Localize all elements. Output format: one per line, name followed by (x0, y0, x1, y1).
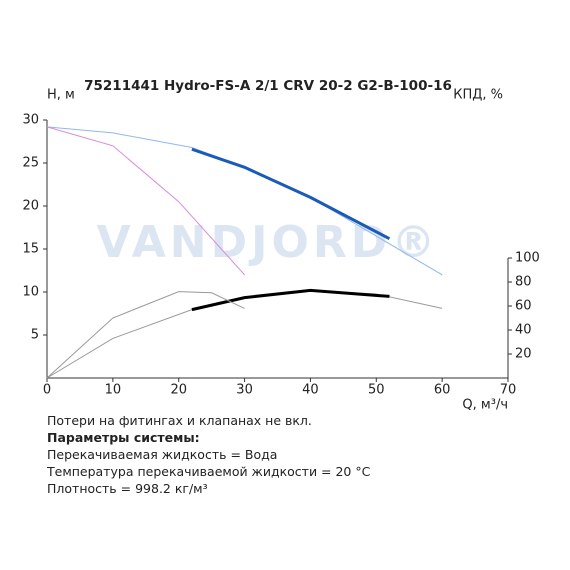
chart-title: 75211441 Hydro-FS-A 2/1 CRV 20-2 G2-B-10… (84, 78, 452, 94)
note-line: Потери на фитингах и клапанах не вкл. (47, 413, 312, 428)
series-line (191, 147, 391, 241)
x-tick-label: 30 (236, 383, 253, 398)
x-tick-label: 70 (500, 383, 517, 398)
x-tick-label: 10 (105, 383, 122, 398)
y-tick-label: 20 (22, 199, 39, 214)
y-axis-label: Н, м (47, 88, 75, 103)
x-tick-label: 40 (302, 383, 319, 398)
watermark: VANDJORD® (97, 217, 440, 268)
y-tick-label: 15 (22, 242, 39, 257)
y2-tick-label: 80 (515, 275, 532, 290)
x-tick-label: 50 (368, 383, 385, 398)
series-line (46, 289, 443, 379)
x-tick-label: 0 (43, 383, 51, 398)
y2-tick-label: 20 (515, 347, 532, 362)
y2-tick-label: 60 (515, 299, 532, 314)
y-tick-label: 25 (22, 156, 39, 171)
x-axis-label: Q, м³/ч (462, 398, 508, 411)
note-line: Параметры системы: (47, 430, 200, 445)
series-line (46, 291, 245, 379)
y-tick-label: 5 (31, 328, 39, 343)
y2-tick-label: 40 (515, 323, 532, 338)
note-line: Перекачиваемая жидкость = Вода (47, 447, 278, 462)
note-line: Плотность = 998.2 кг/м³ (47, 481, 208, 496)
y2-axis-label: КПД, % (453, 88, 503, 103)
notes: Потери на фитингах и клапанах не вкл. Пар… (47, 412, 370, 497)
x-tick-label: 60 (434, 383, 451, 398)
series-line (191, 288, 390, 312)
x-tick-label: 20 (170, 383, 187, 398)
y2-tick-label: 100 (515, 251, 540, 266)
series-line (46, 126, 245, 276)
y-tick-label: 10 (22, 285, 39, 300)
note-line: Температура перекачиваемой жидкости = 20… (47, 464, 371, 479)
chart: 75211441 Hydro-FS-A 2/1 CRV 20-2 G2-B-10… (22, 78, 540, 411)
y-tick-label: 30 (22, 113, 39, 128)
page: 75211441 Hydro-FS-A 2/1 CRV 20-2 G2-B-10… (22, 78, 540, 496)
